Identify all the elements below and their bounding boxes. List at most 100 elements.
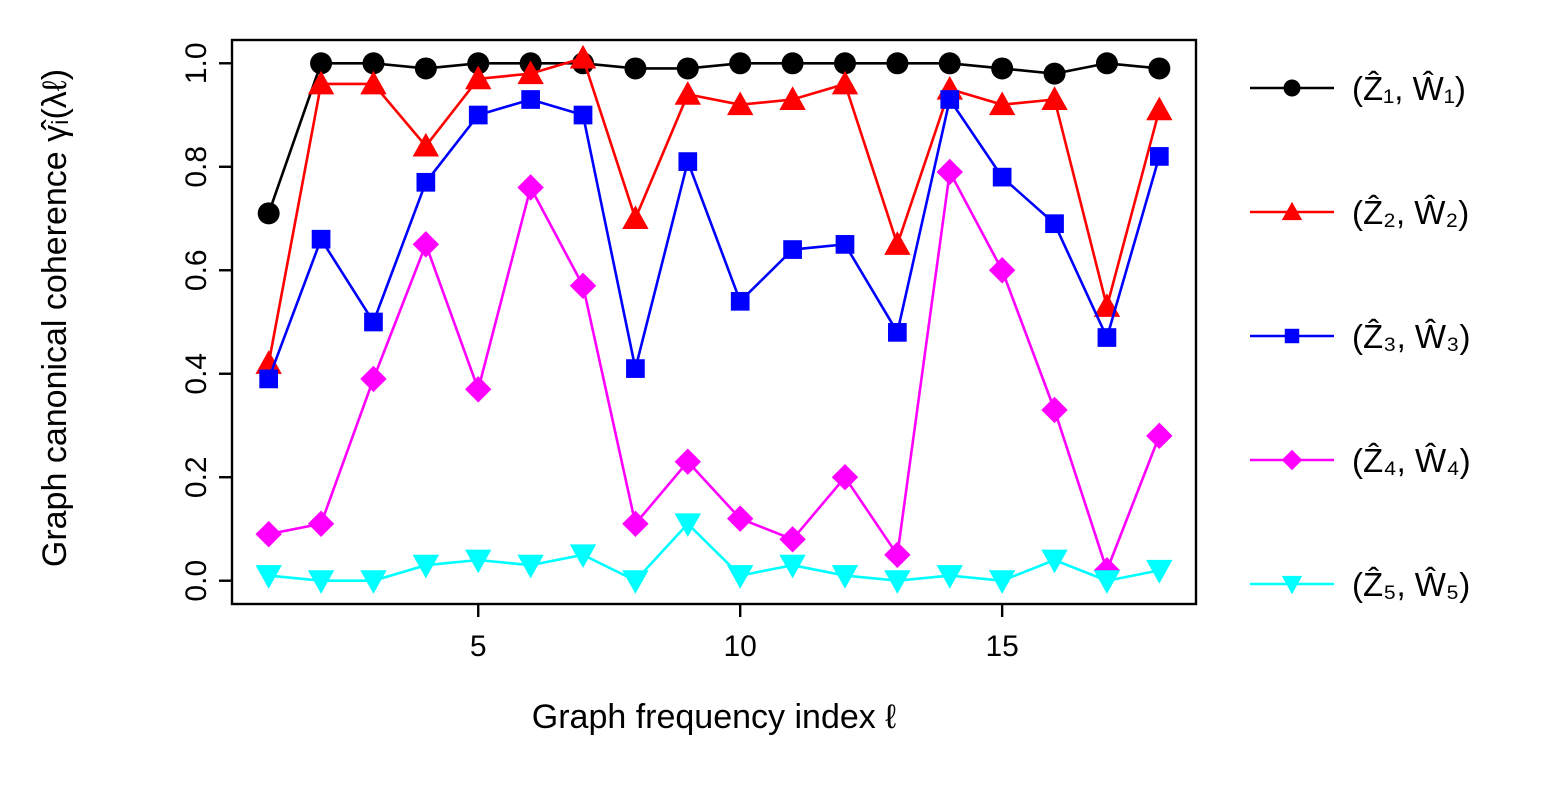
series-1-marker [781,52,804,75]
series-4-marker [412,231,440,258]
series-3-marker [992,167,1012,187]
series-5-marker [831,565,859,589]
series-5-marker [1146,559,1173,584]
x-tick-label: 15 [985,630,1018,663]
y-tick-label: 0.0 [180,560,213,602]
series-5-marker [1041,549,1068,574]
series-2-marker [1146,96,1173,121]
series-4-marker [1041,396,1068,424]
series-3-marker [940,90,960,109]
series-3-marker [783,240,802,259]
series-3-marker [259,369,279,389]
series-2-marker [726,91,754,116]
series-4-marker [884,541,911,569]
series-2-marker [1041,86,1068,110]
series-2-marker [831,70,859,95]
y-tick-label: 1.0 [180,42,213,84]
series-3-marker [521,90,540,109]
legend-label: (Ẑ₄, Ŵ₄) [1352,442,1471,479]
series-3-marker [364,312,383,332]
series-line-4 [268,167,1161,575]
series-3-marker [416,172,436,192]
series-5-marker [465,549,492,574]
series-1-marker [1043,62,1066,85]
series-2-marker [517,60,544,85]
series-5-marker [412,554,440,579]
series-5-marker [622,570,649,594]
y-tick-label: 0.8 [180,146,213,188]
series-1-marker [362,52,385,75]
x-axis-label: Graph frequency index ℓ [532,698,896,736]
series-3-marker [678,152,698,171]
series-4-marker [831,464,859,491]
series-5-marker [255,565,282,589]
y-axis-label: Graph canonical coherence γ̂ᵢ(λℓ) [36,69,74,567]
series-1-marker [833,52,856,75]
legend-marker [1284,328,1300,344]
legend-label: (Ẑ₃, Ŵ₃) [1352,318,1471,355]
series-3-marker [835,235,855,254]
series-4-marker [936,158,963,186]
series-2-marker [465,65,492,90]
y-tick-label: 0.4 [180,353,213,395]
series-4-marker [674,448,702,475]
series-line-2 [267,56,1161,364]
series-line-5 [268,521,1160,583]
series-5-marker [884,570,911,594]
series-4-marker [1146,422,1173,450]
series-5-marker [360,570,387,594]
legend-marker [1281,449,1303,471]
series-5-marker [674,513,702,537]
x-tick-label: 5 [470,630,487,663]
y-tick-label: 0.2 [180,456,213,498]
series-4-marker [465,376,492,403]
series-3-marker [730,291,750,311]
series-1-marker [1095,52,1118,75]
series-2-marker [988,91,1016,116]
legend-label: (Ẑ₂, Ŵ₂) [1352,194,1469,231]
series-3-marker [468,105,488,125]
legend-marker [1281,575,1303,595]
series-3-marker [626,359,645,378]
series-5-marker [307,570,335,594]
series-line-3 [267,96,1161,380]
series-layer [255,44,1173,594]
series-3-marker [311,229,331,249]
series-3-marker [1045,214,1064,234]
plot-frame [230,38,1198,606]
series-3-marker [1149,147,1169,166]
series-4-marker [569,272,597,299]
series-2-marker [412,132,440,157]
series-3-marker [888,322,907,342]
series-2-marker [674,81,702,105]
series-4-marker [255,520,282,548]
series-3-marker [573,105,593,125]
series-4-marker [988,257,1016,284]
series-4-marker [779,526,806,553]
series-2-marker [569,44,597,69]
series-1-marker [310,52,333,75]
series-4-marker [360,365,387,393]
legend-marker [1283,79,1301,97]
legend: (Ẑ₁, Ŵ₁) (Ẑ₂, Ŵ₂) (Ẑ₃, Ŵ₃) (Ẑ₄, Ŵ₄) (Ẑ₅, Ŵ₅) [1250,70,1471,603]
series-5-marker [936,565,963,589]
series-1-marker [1148,57,1171,80]
series-1-marker [729,52,752,75]
series-5-marker [726,565,754,589]
series-line-1 [267,61,1160,214]
legend-label: (Ẑ₅, Ŵ₅) [1352,566,1470,603]
series-4-marker [517,174,544,201]
series-1-marker [676,57,699,80]
series-2-marker [307,70,335,95]
series-1-marker [257,202,280,225]
x-tick-label: 10 [724,630,757,663]
series-4-marker [622,510,649,537]
series-2-marker [360,70,387,95]
series-2-marker [255,350,282,374]
series-1-marker [938,52,961,75]
y-tick-label: 0.6 [180,249,213,291]
series-2-marker [884,231,911,255]
series-4-marker [307,510,335,537]
